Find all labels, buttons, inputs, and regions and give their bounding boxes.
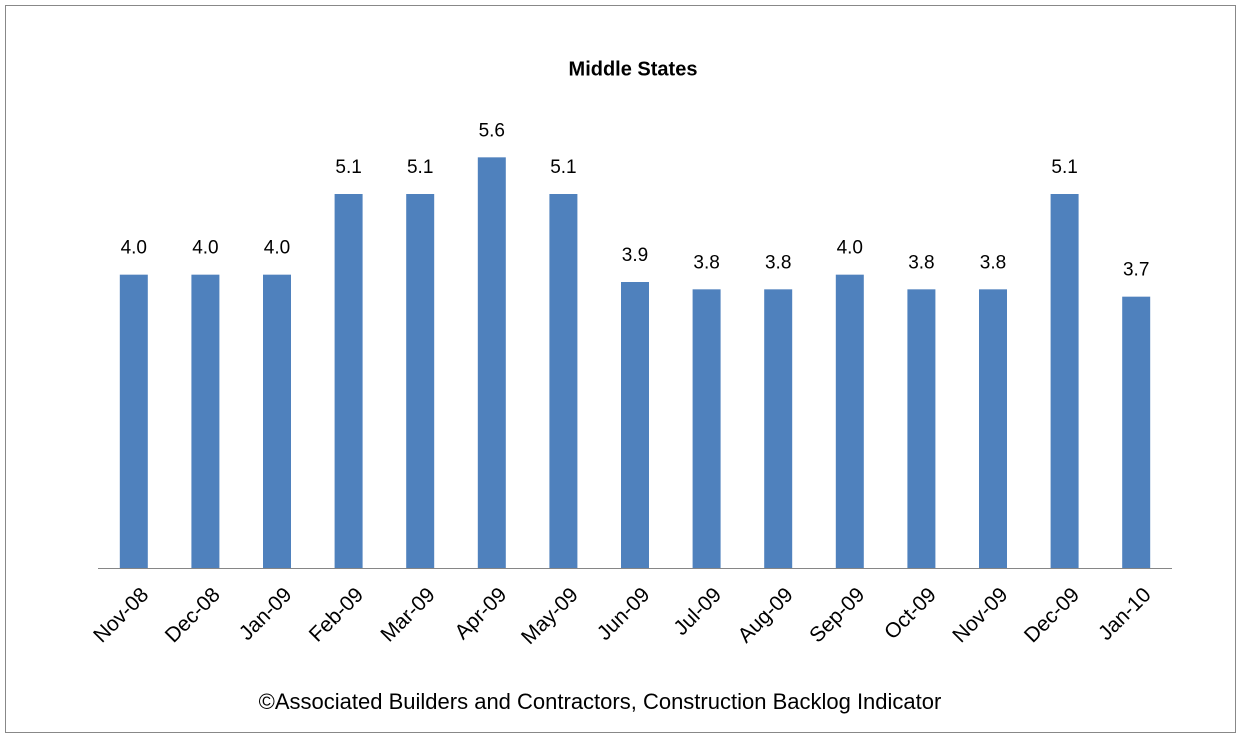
data-label: 5.6 (479, 120, 505, 141)
data-label: 3.8 (908, 252, 934, 273)
data-label: 5.1 (1051, 157, 1077, 178)
bar (835, 274, 864, 568)
data-label: 4.0 (121, 238, 147, 259)
data-label: 5.1 (407, 157, 433, 178)
bar (621, 282, 649, 568)
bar (1122, 296, 1151, 568)
data-label: 4.0 (192, 238, 218, 259)
data-label: 4.0 (264, 238, 290, 259)
bar (119, 274, 148, 568)
bar (477, 157, 506, 569)
bar (334, 194, 363, 568)
bar (907, 289, 936, 568)
bar (764, 289, 793, 568)
data-label: 4.0 (837, 238, 863, 259)
chart-title: Middle States (569, 58, 698, 80)
data-label: 3.8 (980, 252, 1006, 273)
data-label: 3.8 (765, 252, 791, 273)
data-label: 5.1 (335, 157, 361, 178)
bar (979, 289, 1007, 568)
bar (263, 274, 291, 568)
data-label: 3.7 (1123, 260, 1149, 281)
data-label: 5.1 (550, 157, 576, 178)
bar (549, 194, 578, 568)
bar (191, 274, 220, 568)
bar (406, 194, 435, 568)
data-label: 3.8 (693, 252, 719, 273)
bar (1050, 194, 1079, 568)
bar (692, 289, 721, 568)
data-label: 3.9 (622, 245, 648, 266)
source-note: ©Associated Builders and Contractors, Co… (259, 689, 942, 714)
